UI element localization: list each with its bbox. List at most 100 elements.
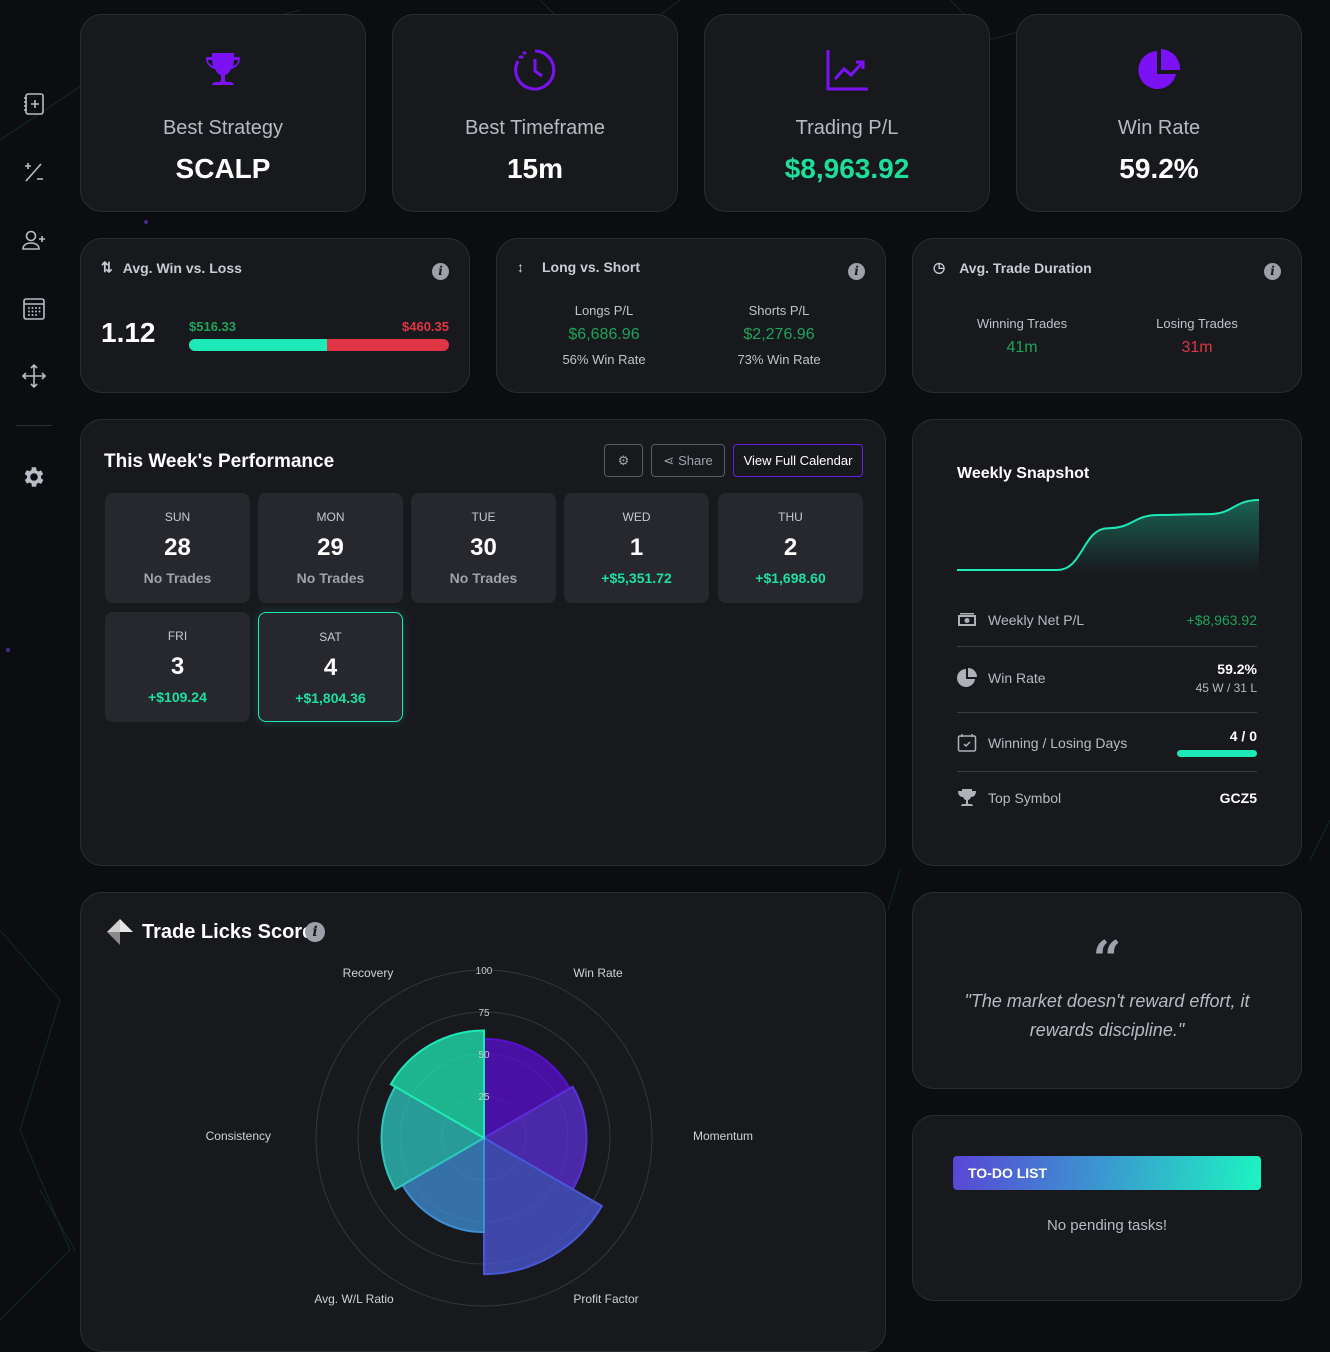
chart-line-icon: [826, 50, 868, 91]
share-label: Share: [678, 453, 713, 468]
polar-segment-profit-factor[interactable]: [483, 1136, 604, 1276]
winning-trades-column: Winning Trades 41m: [942, 316, 1102, 357]
card-value: 59.2%: [1119, 153, 1199, 184]
symbol-value: GCZ5: [1219, 790, 1257, 806]
net-value: +$8,963.92: [1186, 612, 1257, 628]
category-label: Avg. W/L Ratio: [314, 1292, 394, 1306]
shorts-column: Shorts P/L $2,276.96 73% Win Rate: [699, 303, 859, 367]
section-title: Weekly Snapshot: [957, 465, 1090, 482]
radial-tick-label: 75: [478, 1008, 490, 1019]
gear-icon: ⚙: [617, 452, 630, 468]
win-rate-card: Win Rate 59.2%: [1016, 14, 1302, 212]
category-label: Recovery: [343, 966, 394, 980]
days-bar-fill: [1177, 750, 1257, 757]
gear-icon[interactable]: [20, 463, 48, 491]
day-name: TUE: [471, 510, 496, 524]
card-label: Win Rate: [1117, 117, 1201, 139]
sparkline-line: [957, 499, 1259, 571]
polar-segment-win-rate[interactable]: [483, 1037, 572, 1140]
top-symbol-row: Top Symbol GCZ5: [957, 788, 1257, 808]
polar-segment-recovery[interactable]: [389, 1029, 485, 1140]
add-user-icon[interactable]: [20, 226, 48, 254]
category-label: Profit Factor: [573, 1292, 638, 1306]
divider: [957, 771, 1257, 772]
day-cell-mon[interactable]: MON 29 No Trades: [258, 493, 403, 603]
card-value: $8,963.92: [784, 153, 910, 184]
category-label: Momentum: [693, 1129, 753, 1143]
day-name: MON: [316, 510, 345, 524]
day-cell-tue[interactable]: TUE 30 No Trades: [411, 493, 556, 603]
calendar-check-icon: [957, 733, 977, 752]
day-cell-sun[interactable]: SUN 28 No Trades: [105, 493, 250, 603]
polar-segment-avg-w-l-ratio[interactable]: [401, 1136, 485, 1234]
quote-text: "The market doesn't reward effort, it re…: [964, 991, 1250, 1040]
day-name: SAT: [319, 630, 342, 644]
losing-trades-column: Losing Trades 31m: [1117, 316, 1277, 357]
todo-card: TO-DO LIST No pending tasks!: [912, 1115, 1302, 1301]
win-loss-ratio: 1.12: [101, 317, 156, 348]
card-label: Trading P/L: [795, 117, 899, 139]
radial-tick-label: 50: [478, 1050, 490, 1061]
polar-area-chart: 25 50 75 100 Win Rate Momentum Profit Factor Av…: [206, 966, 753, 1307]
sparkline-area: [957, 500, 1259, 574]
plus-minus-icon[interactable]: [20, 158, 48, 186]
divider: [957, 646, 1257, 647]
grid-ring: [315, 969, 653, 1307]
info-icon[interactable]: i: [1264, 263, 1281, 280]
pie-chart-icon: [957, 668, 977, 687]
shorts-winrate: 73% Win Rate: [737, 352, 821, 367]
win-rate-row: Win Rate 59.2% 45 W / 31 L: [957, 661, 1257, 695]
sort-arrows-icon: ⇅: [101, 259, 113, 275]
radial-tick-label: 25: [478, 1092, 490, 1103]
win-lose-days-row: Winning / Losing Days 4 / 0: [957, 728, 1257, 757]
week-performance-card: This Week's Performance ⚙ ⋖ Share View Fu…: [80, 419, 886, 866]
card-label: Best Strategy: [162, 117, 284, 139]
avg-win-loss-card: ⇅ Avg. Win vs. Loss i 1.12 $516.33 $460.3…: [80, 238, 470, 393]
settings-button[interactable]: ⚙: [604, 444, 643, 477]
day-date: 1: [629, 534, 644, 561]
money-icon: [958, 613, 976, 626]
best-strategy-card: Best Strategy SCALP: [80, 14, 366, 212]
day-cell-sat[interactable]: SAT 4 +$1,804.36: [258, 612, 403, 722]
losing-value: 31m: [1181, 339, 1213, 356]
day-cell-wed[interactable]: WED 1 +$5,351.72: [564, 493, 709, 603]
day-cell-thu[interactable]: THU 2 +$1,698.60: [718, 493, 863, 603]
card-title: Long vs. Short: [542, 259, 640, 275]
longs-column: Longs P/L $6,686.96 56% Win Rate: [524, 303, 684, 367]
trophy-icon: [206, 53, 240, 85]
view-calendar-button[interactable]: View Full Calendar: [733, 444, 863, 477]
longs-winrate: 56% Win Rate: [562, 352, 646, 367]
section-title: Trade Licks Score: [142, 921, 314, 943]
day-pl: +$1,698.60: [755, 570, 826, 586]
vertical-arrows-icon: ↕: [517, 259, 524, 275]
share-button[interactable]: ⋖ Share: [651, 444, 725, 477]
section-title: This Week's Performance: [104, 451, 335, 472]
info-icon[interactable]: i: [848, 263, 865, 280]
day-pl: +$109.24: [148, 689, 207, 705]
winning-label: Winning Trades: [976, 316, 1068, 331]
day-name: SUN: [164, 510, 191, 524]
quote-icon: “: [1092, 929, 1122, 988]
add-journal-icon[interactable]: [20, 90, 48, 118]
day-date: 28: [164, 534, 191, 561]
move-icon[interactable]: [20, 362, 48, 390]
clock-icon: ◷: [933, 259, 946, 275]
calendar-icon[interactable]: [20, 295, 48, 323]
long-short-card: ↕ Long vs. Short i Longs P/L $6,686.96 56% …: [496, 238, 886, 393]
info-icon[interactable]: i: [305, 922, 325, 942]
category-label: Consistency: [206, 1129, 271, 1143]
avg-win-value: $516.33: [189, 319, 236, 334]
winrate-sub: 45 W / 31 L: [1195, 681, 1257, 695]
polar-segment-consistency[interactable]: [380, 1085, 486, 1191]
win-loss-bar: [189, 339, 449, 351]
todo-header: TO-DO LIST: [953, 1156, 1261, 1190]
clock-icon: [514, 49, 556, 91]
day-date: 29: [317, 534, 344, 561]
card-value: SCALP: [175, 153, 271, 184]
day-name: THU: [778, 510, 803, 524]
day-cell-fri[interactable]: FRI 3 +$109.24: [105, 612, 250, 722]
card-title: Avg. Win vs. Loss: [122, 259, 242, 276]
info-icon[interactable]: i: [432, 263, 449, 280]
quote-card: “ "The market doesn't reward effort, it …: [912, 892, 1302, 1089]
polar-segment-momentum[interactable]: [482, 1085, 588, 1191]
